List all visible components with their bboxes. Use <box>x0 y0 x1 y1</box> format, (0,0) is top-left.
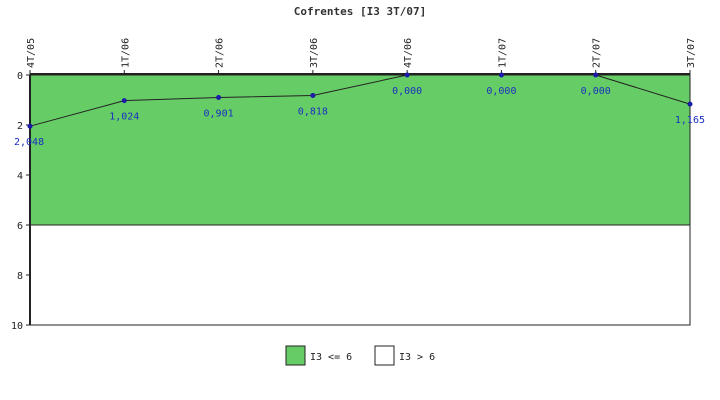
y-tick-label: 0 <box>17 71 23 82</box>
data-label: 0,000 <box>486 86 516 97</box>
x-tick-label: 2T/06 <box>215 38 226 68</box>
band-1 <box>29 224 691 326</box>
legend-label-1: I3 > 6 <box>399 352 435 363</box>
x-tick-label: 4T/05 <box>26 38 37 68</box>
data-point <box>404 72 410 78</box>
legend-swatch-0 <box>285 345 306 366</box>
x-tick-label: 4T/06 <box>403 38 414 68</box>
data-label: 0,000 <box>392 86 422 97</box>
data-label: 0,818 <box>298 106 328 117</box>
data-point <box>593 72 599 78</box>
y-tick-label: 6 <box>17 221 23 232</box>
data-point <box>310 92 316 98</box>
legend-label-0: I3 <= 6 <box>310 352 352 363</box>
data-point <box>498 72 504 78</box>
band-0 <box>29 74 691 226</box>
y-tick-label: 4 <box>17 171 23 182</box>
data-label: 1,024 <box>109 112 139 123</box>
data-point <box>687 101 693 107</box>
x-tick-label: 2T/07 <box>592 38 603 68</box>
x-tick-label: 3T/06 <box>309 38 320 68</box>
x-tick-label: 1T/07 <box>497 38 508 68</box>
y-tick-label: 2 <box>17 121 23 132</box>
data-label: 0,000 <box>581 86 611 97</box>
data-point <box>27 123 33 129</box>
y-tick-label: 10 <box>11 321 23 332</box>
data-point <box>216 95 222 101</box>
data-label: 0,901 <box>204 109 234 120</box>
x-tick-label: 1T/06 <box>120 38 131 68</box>
data-label: 2,048 <box>14 137 44 148</box>
x-tick-label: 3T/07 <box>686 38 697 68</box>
data-label: 1,165 <box>675 115 705 126</box>
legend-swatch-1 <box>374 345 395 366</box>
series-line <box>29 74 691 127</box>
y-tick-label: 8 <box>17 271 23 282</box>
data-point <box>121 98 127 104</box>
chart-title: Cofrentes [I3 3T/07] <box>294 5 426 18</box>
